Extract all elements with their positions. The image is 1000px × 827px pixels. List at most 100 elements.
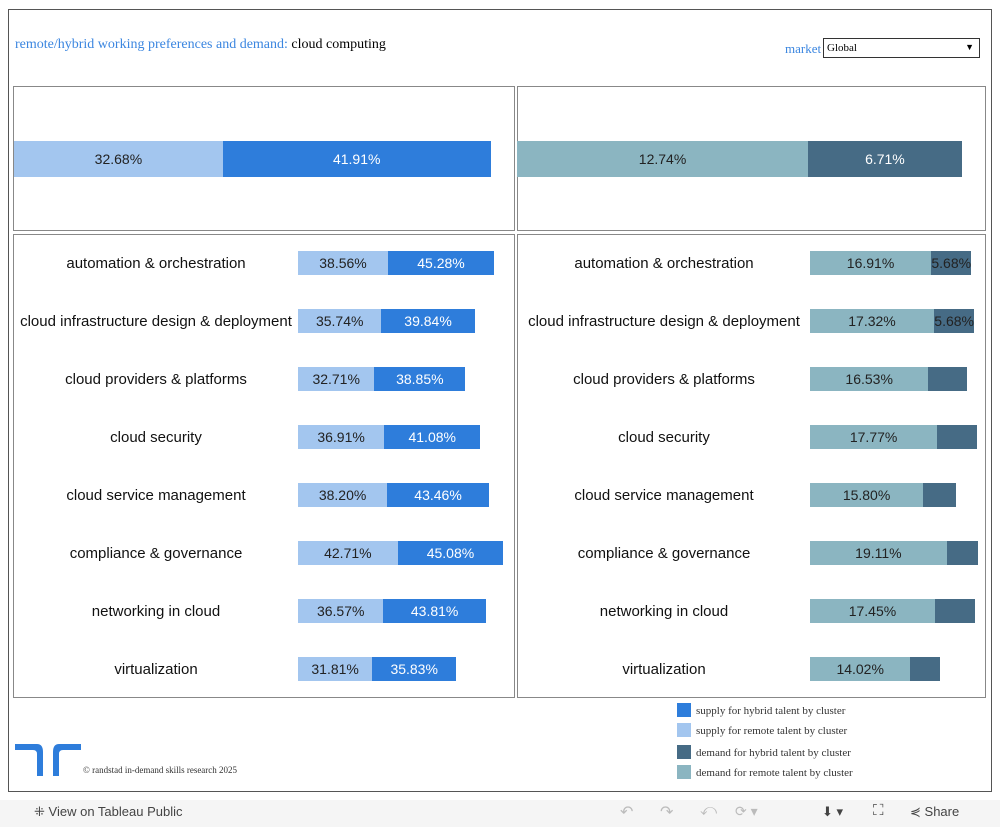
cluster-label-left: cloud providers & platforms xyxy=(65,370,247,388)
demand-remote-bar[interactable]: 16.53% xyxy=(810,367,929,391)
cluster-label-left: automation & orchestration xyxy=(66,254,246,272)
supply-remote-bar[interactable]: 38.56% xyxy=(298,251,389,275)
supply-overall-panel xyxy=(13,86,515,231)
bar-value-label: 38.20% xyxy=(318,487,367,503)
fullscreen-icon[interactable]: ⛶ xyxy=(873,802,884,819)
legend-swatch xyxy=(677,765,691,779)
cluster-label-right: cloud security xyxy=(618,428,710,446)
cluster-label-left: virtualization xyxy=(114,660,198,678)
supply-hybrid-bar[interactable]: 43.46% xyxy=(387,483,489,507)
title-topic: cloud computing xyxy=(291,37,386,52)
bar-value-label: 17.45% xyxy=(848,603,897,619)
legend-swatch xyxy=(677,723,691,737)
cluster-label-right: cloud infrastructure design & deployment xyxy=(528,312,800,330)
view-on-tableau-button[interactable]: ⁜ View on Tableau Public xyxy=(34,804,182,820)
bar-value-label: 42.71% xyxy=(324,545,372,561)
demand-hybrid-bar[interactable] xyxy=(934,599,976,623)
bar-value-label: 38.56% xyxy=(319,255,367,271)
market-dropdown[interactable]: Global ▼ xyxy=(823,38,980,58)
supply-hybrid-bar[interactable]: 39.84% xyxy=(381,309,475,333)
legend-label: supply for hybrid talent by cluster xyxy=(696,705,846,717)
bar-value-label: 31.81% xyxy=(311,661,359,677)
cluster-label-left: compliance & governance xyxy=(69,544,243,562)
overall-supply-hybrid-bar[interactable]: 41.91% xyxy=(222,141,491,177)
toolbar: ⁜ View on Tableau Public ↶ ↷ ⤺ ⟳ ▾ ⬇ ▾ ⛶… xyxy=(0,800,1000,827)
cluster-label-left: cloud service management xyxy=(66,486,246,504)
supply-remote-bar[interactable]: 32.71% xyxy=(298,367,375,391)
bar-value-label: 45.08% xyxy=(426,545,475,561)
supply-remote-bar[interactable]: 42.71% xyxy=(298,541,398,565)
supply-hybrid-bar[interactable]: 45.08% xyxy=(397,541,504,565)
bar-value-label: 16.91% xyxy=(846,255,895,271)
supply-remote-bar[interactable]: 38.20% xyxy=(298,483,388,507)
bar-value-label: 38.85% xyxy=(396,371,444,387)
demand-remote-bar[interactable]: 16.91% xyxy=(810,251,932,275)
bar-value-label: 35.83% xyxy=(390,661,438,677)
bar-value-label: 5.68% xyxy=(931,255,972,271)
supply-hybrid-bar[interactable]: 35.83% xyxy=(372,657,457,681)
demand-remote-bar[interactable]: 17.32% xyxy=(810,309,934,333)
title-prefix: remote/hybrid working preferences and de… xyxy=(15,37,288,52)
supply-remote-bar[interactable]: 35.74% xyxy=(298,309,382,333)
cluster-label-right: cloud service management xyxy=(574,486,754,504)
share-button[interactable]: ⋞ Share xyxy=(910,804,959,820)
bar-value-label: 6.71% xyxy=(865,151,905,167)
bar-value-label: 17.77% xyxy=(849,429,898,445)
demand-hybrid-bar[interactable] xyxy=(910,657,941,681)
share-icon: ⋞ xyxy=(910,804,921,819)
demand-hybrid-bar[interactable] xyxy=(937,425,977,449)
bar-value-label: 16.53% xyxy=(845,371,893,387)
overall-supply-remote-bar[interactable]: 32.68% xyxy=(14,141,223,177)
download-icon[interactable]: ⬇ ▾ xyxy=(822,804,844,819)
demand-hybrid-bar[interactable]: 5.68% xyxy=(931,251,972,275)
view-label: View on Tableau Public xyxy=(48,804,183,819)
bar-value-label: 41.91% xyxy=(332,151,381,167)
legend-swatch xyxy=(677,745,691,759)
bar-value-label: 12.74% xyxy=(638,151,687,167)
demand-remote-bar[interactable]: 17.77% xyxy=(810,425,938,449)
demand-hybrid-bar[interactable] xyxy=(946,541,979,565)
demand-remote-bar[interactable]: 15.80% xyxy=(810,483,924,507)
supply-remote-bar[interactable]: 36.57% xyxy=(298,599,384,623)
copyright: © randstad in-demand skills research 202… xyxy=(83,765,238,775)
cluster-label-left: cloud infrastructure design & deployment xyxy=(20,312,292,330)
overall-demand-hybrid-bar[interactable]: 6.71% xyxy=(808,141,962,177)
overall-demand-remote-bar[interactable]: 12.74% xyxy=(517,141,809,177)
bar-value-label: 36.91% xyxy=(317,429,365,445)
demand-hybrid-bar[interactable]: 5.68% xyxy=(934,309,975,333)
cluster-label-right: cloud providers & platforms xyxy=(573,370,755,388)
supply-hybrid-bar[interactable]: 38.85% xyxy=(374,367,466,391)
supply-hybrid-bar[interactable]: 41.08% xyxy=(384,425,481,449)
supply-hybrid-bar[interactable]: 45.28% xyxy=(388,251,494,275)
bar-value-label: 45.28% xyxy=(417,255,465,271)
cluster-label-right: virtualization xyxy=(622,660,706,678)
demand-hybrid-bar[interactable] xyxy=(923,483,957,507)
refresh-icon[interactable]: ⟳ ▾ xyxy=(735,803,758,819)
supply-remote-bar[interactable]: 36.91% xyxy=(298,425,385,449)
bar-value-label: 39.84% xyxy=(404,313,452,329)
legend-label: demand for remote talent by cluster xyxy=(696,767,853,779)
supply-remote-bar[interactable]: 31.81% xyxy=(298,657,373,681)
demand-hybrid-bar[interactable] xyxy=(928,367,968,391)
bar-value-label: 35.74% xyxy=(315,313,364,329)
bar-value-label: 17.32% xyxy=(848,313,896,329)
redo-icon[interactable]: ↷ xyxy=(660,804,674,821)
cluster-label-right: networking in cloud xyxy=(599,602,729,620)
legend-label: supply for remote talent by cluster xyxy=(696,725,848,737)
demand-remote-bar[interactable]: 17.45% xyxy=(810,599,935,623)
bar-value-label: 32.71% xyxy=(312,371,360,387)
legend-label: demand for hybrid talent by cluster xyxy=(696,747,851,759)
demand-cluster-panel xyxy=(517,234,986,698)
revert-icon[interactable]: ⤺ xyxy=(700,802,718,819)
demand-remote-bar[interactable]: 19.11% xyxy=(810,541,947,565)
market-value: Global xyxy=(827,42,857,54)
tableau-icon: ⁜ xyxy=(34,804,45,819)
undo-icon[interactable]: ↶ xyxy=(620,804,634,821)
supply-hybrid-bar[interactable]: 43.81% xyxy=(383,599,486,623)
randstad-logo xyxy=(15,744,81,776)
legend-swatch xyxy=(677,703,691,717)
bar-value-label: 32.68% xyxy=(94,151,143,167)
bar-value-label: 19.11% xyxy=(855,545,902,561)
demand-remote-bar[interactable]: 14.02% xyxy=(810,657,911,681)
bar-value-label: 43.46% xyxy=(414,487,462,503)
